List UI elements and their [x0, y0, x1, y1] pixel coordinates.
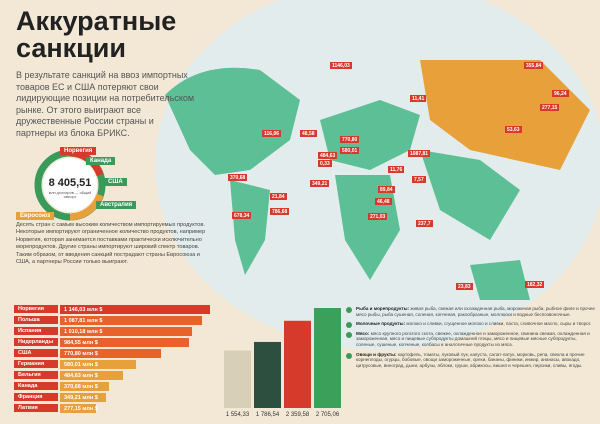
south-america	[230, 180, 270, 275]
map-label: 237,7	[416, 220, 433, 227]
map-label: 53,63	[505, 126, 522, 133]
map-label: 116,06	[262, 130, 282, 137]
map-label: 89,84	[378, 186, 395, 193]
category-text: картофель, томаты, луковый лук, капуста,…	[356, 351, 585, 368]
bar-label: 349,21 млн $	[64, 394, 98, 401]
column-label: 1 786,54	[256, 412, 280, 418]
bar-label: 1 087,81 млн $	[64, 317, 103, 324]
map-label: 23,83	[456, 283, 473, 290]
category-text: молоко и сливки, сгущенное молоко и слив…	[406, 321, 592, 327]
bar-label: 1 010,18 млн $	[64, 328, 103, 335]
map-label: 349,21	[310, 180, 330, 187]
australia	[470, 260, 530, 300]
donut-label: Евросоюз	[16, 212, 55, 220]
country-label: Норвегия	[14, 305, 58, 313]
map-label: 484,63	[318, 152, 338, 159]
country-label: Канада	[14, 382, 58, 390]
column-label: 2 359,58	[286, 412, 310, 418]
category-title: Овощи и фрукты:	[356, 351, 397, 357]
donut-center	[43, 158, 97, 212]
category: Рыба и морепродукты: живая рыба, свежая …	[346, 306, 596, 317]
donut-label: Норвегия	[60, 147, 97, 155]
bar-label: 1 146,03 млн $	[64, 306, 103, 313]
bar	[60, 404, 97, 413]
category-title: Рыба и морепродукты:	[356, 306, 410, 311]
bar-label: 580,01 млн $	[64, 361, 98, 368]
category: Молочные продукты: молоко и сливки, сгущ…	[346, 321, 596, 328]
column	[224, 350, 251, 408]
country-label: Польша	[14, 316, 58, 324]
country-label: США	[14, 349, 58, 357]
map-label: 1087,81	[408, 150, 431, 157]
map-label: 11,41	[410, 95, 427, 102]
map-label: 182,32	[525, 281, 545, 288]
category: Мясо: мясо крупного рогатого скота, свеж…	[346, 331, 596, 348]
donut-label: Австралия	[96, 201, 137, 209]
bar	[60, 360, 136, 369]
map-label: 46,48	[375, 198, 392, 205]
column	[314, 308, 341, 408]
bar	[60, 371, 124, 380]
category: Овощи и фрукты: картофель, томаты, луков…	[346, 352, 596, 369]
categories: Рыба и морепродукты: живая рыба, свежая …	[346, 306, 596, 372]
category-title: Молочные продукты:	[356, 321, 406, 327]
country-label: Нидерланды	[14, 338, 58, 346]
bar	[60, 338, 189, 347]
country-label: Бельгия	[14, 371, 58, 379]
donut-label: Канада	[86, 157, 116, 165]
column-label: 1 554,33	[226, 412, 250, 418]
donut-total: 8 405,51	[48, 177, 92, 189]
map-label: 0,33	[318, 160, 332, 167]
map-label: 48,58	[300, 130, 317, 137]
map-label: 11,76	[388, 166, 405, 173]
asia	[420, 150, 520, 240]
country-label: Франция	[14, 393, 58, 401]
map-label: 580,01	[340, 147, 360, 154]
bar-label: 984,55 млн $	[64, 339, 98, 346]
bar-label: 370,68 млн $	[64, 383, 98, 390]
category-title: Мясо:	[356, 330, 370, 336]
column	[254, 341, 281, 408]
bar-label: 277,15 млн $	[64, 405, 98, 412]
map-label: 7,57	[412, 176, 426, 183]
map-label: 271,03	[368, 213, 388, 220]
bar-label: 484,63 млн $	[64, 372, 98, 379]
north-america	[165, 67, 300, 175]
donut-label: США	[104, 178, 127, 186]
columns: 1 554,33 1 786,54 2 359,58 2 705,06	[224, 308, 341, 418]
category-text: живая рыба, свежая или охлажденная рыба,…	[356, 306, 595, 317]
country-label: Латвия	[14, 404, 58, 412]
bar-label: 770,80 млн $	[64, 350, 98, 357]
country-label: Испания	[14, 327, 58, 335]
title: Аккуратные санкции	[16, 6, 177, 63]
donut-segment	[69, 193, 104, 221]
map-label: 21,84	[270, 193, 287, 200]
bar	[60, 316, 203, 325]
description: Десять стран с самым высоким количеством…	[16, 222, 206, 266]
map-label: 355,84	[524, 62, 544, 69]
map-label: 770,80	[340, 136, 360, 143]
map-label: 370,68	[228, 174, 248, 181]
map-label: 96,24	[552, 90, 569, 97]
russia	[420, 60, 590, 170]
column-label: 2 705,06	[316, 412, 340, 418]
bar	[60, 382, 109, 391]
bar	[60, 349, 161, 358]
category-text: мясо крупного рогатого скота, свежее, ох…	[356, 330, 590, 347]
map-label: 1146,03	[330, 62, 352, 69]
intro-text: В результате санкций на ввоз импортных т…	[16, 70, 195, 138]
country-label: Германия	[14, 360, 58, 368]
donut-unit: млн долларов — общий импорт	[48, 191, 92, 199]
map-label: 786,68	[270, 208, 290, 215]
bar	[60, 327, 193, 336]
column	[284, 320, 311, 408]
map-label: 277,15	[540, 104, 560, 111]
bar	[60, 305, 210, 314]
map-label: 678,34	[232, 212, 252, 219]
bar	[60, 393, 106, 402]
